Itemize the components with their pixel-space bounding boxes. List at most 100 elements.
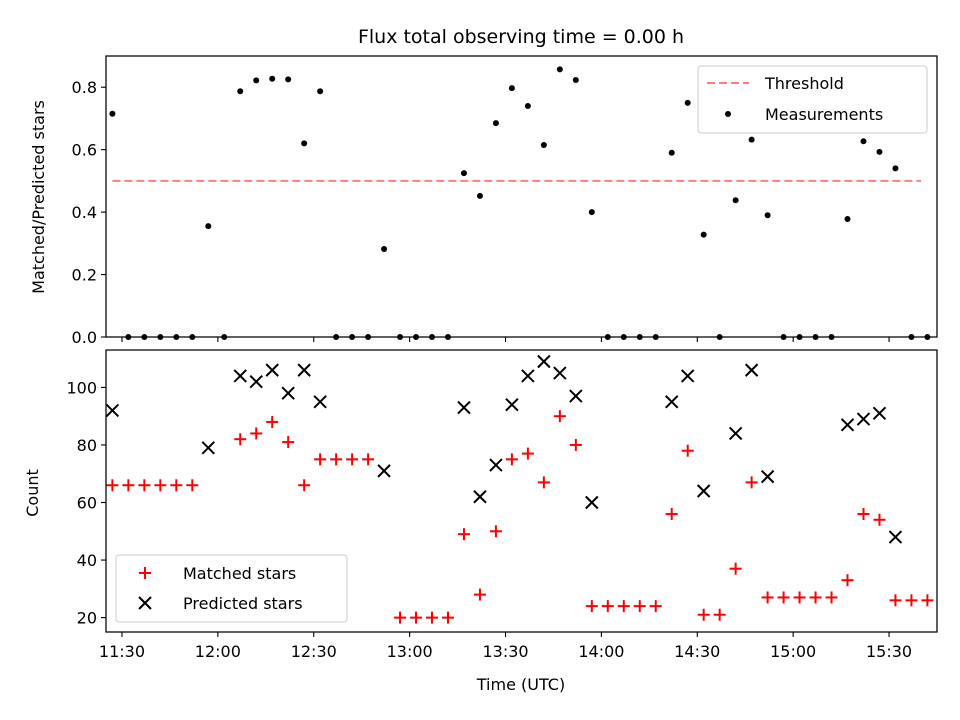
measurement-point	[476, 192, 483, 199]
measurement-point	[652, 334, 659, 340]
matched-star-point	[905, 594, 918, 607]
measurement-point	[125, 334, 132, 340]
predicted-star-point	[201, 441, 215, 455]
matched-star-point	[601, 600, 614, 613]
bottom-panel: 20 40 60 80 100 11:30 12:00 12:30 13:00 13:30 14:…	[23, 349, 938, 694]
x-tick-label: 14:30	[674, 642, 720, 661]
matched-star-point	[186, 479, 199, 492]
predicted-star-point	[473, 490, 487, 504]
measurement-point	[556, 66, 563, 73]
bottom-y-axis-label: Count	[23, 469, 42, 517]
matched-star-point	[617, 600, 630, 613]
top-marks	[109, 66, 931, 340]
measurement-point	[492, 120, 499, 127]
measurement-point	[636, 334, 643, 340]
measurement-point	[572, 77, 579, 84]
measurement-point	[269, 75, 276, 82]
matched-star-point	[330, 453, 343, 466]
matched-star-point	[394, 611, 407, 624]
predicted-star-point	[105, 403, 120, 418]
matched-star-point	[569, 438, 582, 451]
matched-star-point	[745, 476, 758, 489]
measurement-point	[700, 231, 707, 238]
measurement-point	[237, 88, 244, 95]
top-x-axis	[121, 337, 890, 342]
chart-title: Flux total observing time = 0.00 h	[358, 26, 684, 48]
matched-star-point	[873, 513, 886, 526]
measurement-point	[141, 334, 148, 340]
predicted-star-point	[680, 369, 695, 383]
measurement-point	[748, 136, 755, 143]
measurement-point	[508, 85, 515, 92]
matched-star-point	[489, 525, 502, 538]
predicted-star-point	[537, 354, 551, 369]
predicted-star-point	[457, 400, 471, 415]
matched-star-point	[410, 611, 423, 624]
measurement-point	[317, 88, 324, 95]
measurement-point	[109, 110, 116, 117]
matched-star-point	[857, 508, 870, 521]
measurement-point	[828, 334, 835, 340]
predicted-star-point	[569, 389, 583, 403]
top-panel: 0.00.20.40.60.8 Matched/Predicted stars …	[29, 55, 938, 347]
measurement-point	[844, 215, 851, 222]
predicted-star-point	[872, 406, 887, 421]
matched-star-point	[282, 436, 295, 449]
matched-star-point	[553, 410, 566, 423]
predicted-star-point	[585, 495, 599, 510]
matched-legend-marker	[139, 567, 151, 579]
matched-star-point	[521, 447, 534, 460]
x-tick-label: 12:00	[195, 642, 241, 661]
top-y-tick-label: 0.0	[72, 328, 97, 347]
bottom-y-tick-label: 100	[66, 378, 97, 397]
matched-star-point	[665, 508, 678, 521]
matched-star-point	[921, 594, 934, 607]
top-y-axis: 0.0 0.2 0.4 0.6 0.8	[72, 78, 106, 347]
measurement-point	[429, 334, 436, 340]
matched-star-point	[346, 453, 359, 466]
measurement-point	[716, 334, 723, 340]
top-y-tick-label: 0.2	[72, 266, 97, 285]
matched-star-point	[314, 453, 327, 466]
predicted-star-point	[489, 458, 503, 472]
measurement-point	[620, 334, 627, 340]
bottom-y-axis: 20 40 60 80 100	[66, 378, 106, 628]
measurement-point	[892, 165, 899, 172]
matched-star-point	[426, 611, 439, 624]
matched-star-point	[761, 591, 774, 604]
measurement-point	[684, 99, 691, 106]
matched-star-point	[106, 479, 119, 492]
measurement-point	[588, 209, 595, 216]
measurement-point	[860, 138, 867, 145]
measurement-point	[460, 170, 467, 177]
matched-star-point	[234, 433, 247, 446]
predicted-star-point	[521, 369, 535, 383]
bottom-y-tick-label: 40	[77, 551, 97, 570]
predicted-star-point	[760, 469, 775, 484]
measurement-point	[764, 212, 771, 219]
top-y-axis-label: Matched/Predicted stars	[29, 100, 48, 294]
matched-star-point	[441, 611, 454, 624]
measurement-point	[301, 140, 308, 147]
top-y-tick-label: 0.4	[72, 203, 97, 222]
predicted-star-point	[840, 418, 855, 432]
predicted-legend-label: Predicted stars	[183, 594, 303, 613]
matched-star-point	[250, 427, 263, 440]
matched-star-point	[585, 600, 598, 613]
matched-legend-label: Matched stars	[183, 564, 296, 583]
matched-star-point	[505, 453, 518, 466]
bottom-legend-box	[115, 554, 348, 623]
measurement-point	[397, 334, 404, 340]
x-tick-label: 12:30	[291, 642, 337, 661]
measurement-point	[365, 334, 372, 340]
measurement-point	[205, 223, 212, 230]
measurement-point	[157, 334, 164, 340]
measurement-point	[876, 148, 883, 155]
x-tick-label: 14:00	[578, 642, 624, 661]
measurement-point	[349, 334, 356, 340]
predicted-star-point	[553, 366, 567, 380]
measurement-point	[189, 334, 196, 340]
measurement-point	[173, 334, 180, 340]
x-tick-label: 13:30	[482, 642, 528, 661]
